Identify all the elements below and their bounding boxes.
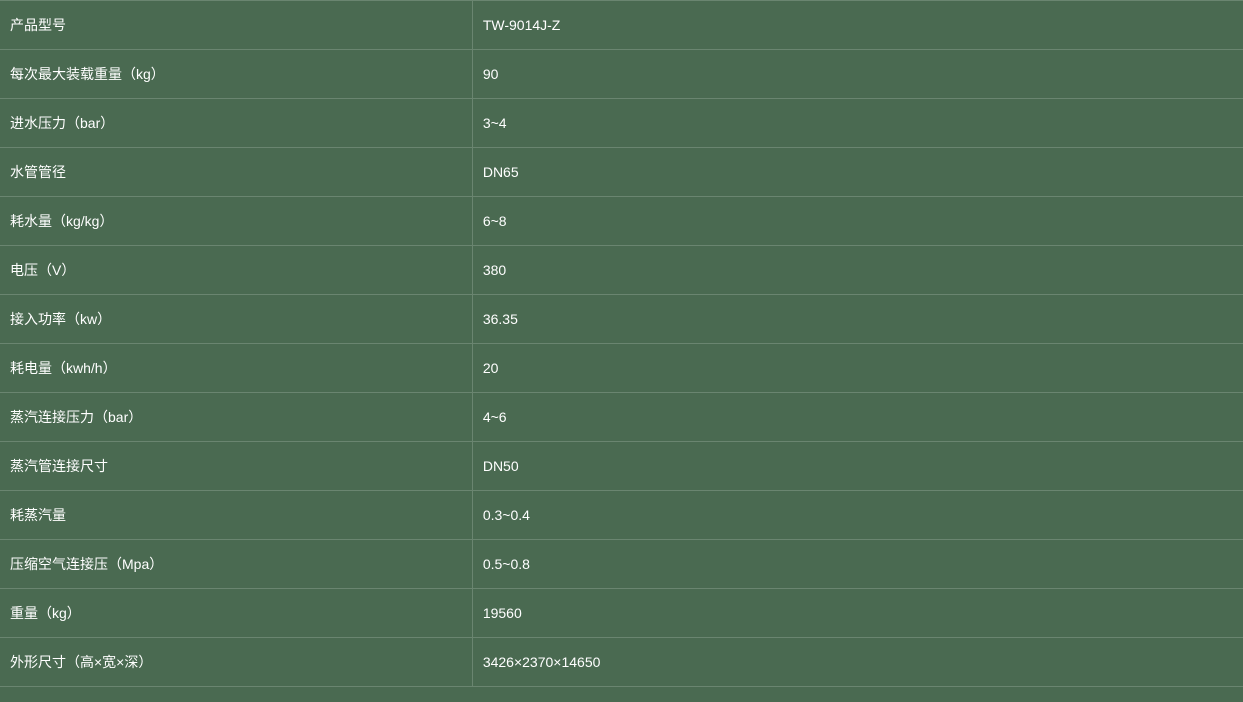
spec-label: 蒸汽管连接尺寸 [0, 442, 472, 491]
spec-value: 36.35 [472, 295, 1243, 344]
spec-label: 重量（kg） [0, 589, 472, 638]
table-row: 重量（kg） 19560 [0, 589, 1243, 638]
table-row: 蒸汽管连接尺寸 DN50 [0, 442, 1243, 491]
spec-table-body: 产品型号 TW-9014J-Z 每次最大装载重量（kg） 90 进水压力（bar… [0, 1, 1243, 687]
spec-value: 0.5~0.8 [472, 540, 1243, 589]
table-row: 接入功率（kw） 36.35 [0, 295, 1243, 344]
table-row: 每次最大装载重量（kg） 90 [0, 50, 1243, 99]
spec-label: 耗水量（kg/kg） [0, 197, 472, 246]
table-row: 蒸汽连接压力（bar） 4~6 [0, 393, 1243, 442]
spec-value: 90 [472, 50, 1243, 99]
spec-value: 4~6 [472, 393, 1243, 442]
table-row: 水管管径 DN65 [0, 148, 1243, 197]
table-row: 产品型号 TW-9014J-Z [0, 1, 1243, 50]
spec-label: 耗电量（kwh/h） [0, 344, 472, 393]
table-row: 压缩空气连接压（Mpa） 0.5~0.8 [0, 540, 1243, 589]
spec-label: 进水压力（bar） [0, 99, 472, 148]
specification-table: 产品型号 TW-9014J-Z 每次最大装载重量（kg） 90 进水压力（bar… [0, 0, 1243, 687]
spec-label: 每次最大装载重量（kg） [0, 50, 472, 99]
table-row: 进水压力（bar） 3~4 [0, 99, 1243, 148]
spec-label: 水管管径 [0, 148, 472, 197]
spec-label: 蒸汽连接压力（bar） [0, 393, 472, 442]
spec-value: DN50 [472, 442, 1243, 491]
spec-label: 产品型号 [0, 1, 472, 50]
spec-label: 耗蒸汽量 [0, 491, 472, 540]
spec-value: 20 [472, 344, 1243, 393]
spec-value: 0.3~0.4 [472, 491, 1243, 540]
table-row: 外形尺寸（高×宽×深） 3426×2370×14650 [0, 638, 1243, 687]
spec-value: 380 [472, 246, 1243, 295]
spec-label: 压缩空气连接压（Mpa） [0, 540, 472, 589]
spec-value: 19560 [472, 589, 1243, 638]
table-row: 耗蒸汽量 0.3~0.4 [0, 491, 1243, 540]
spec-label: 电压（V） [0, 246, 472, 295]
spec-value: 3426×2370×14650 [472, 638, 1243, 687]
spec-value: TW-9014J-Z [472, 1, 1243, 50]
spec-value: 6~8 [472, 197, 1243, 246]
table-row: 电压（V） 380 [0, 246, 1243, 295]
spec-label: 接入功率（kw） [0, 295, 472, 344]
spec-value: 3~4 [472, 99, 1243, 148]
spec-value: DN65 [472, 148, 1243, 197]
spec-label: 外形尺寸（高×宽×深） [0, 638, 472, 687]
table-row: 耗电量（kwh/h） 20 [0, 344, 1243, 393]
table-row: 耗水量（kg/kg） 6~8 [0, 197, 1243, 246]
